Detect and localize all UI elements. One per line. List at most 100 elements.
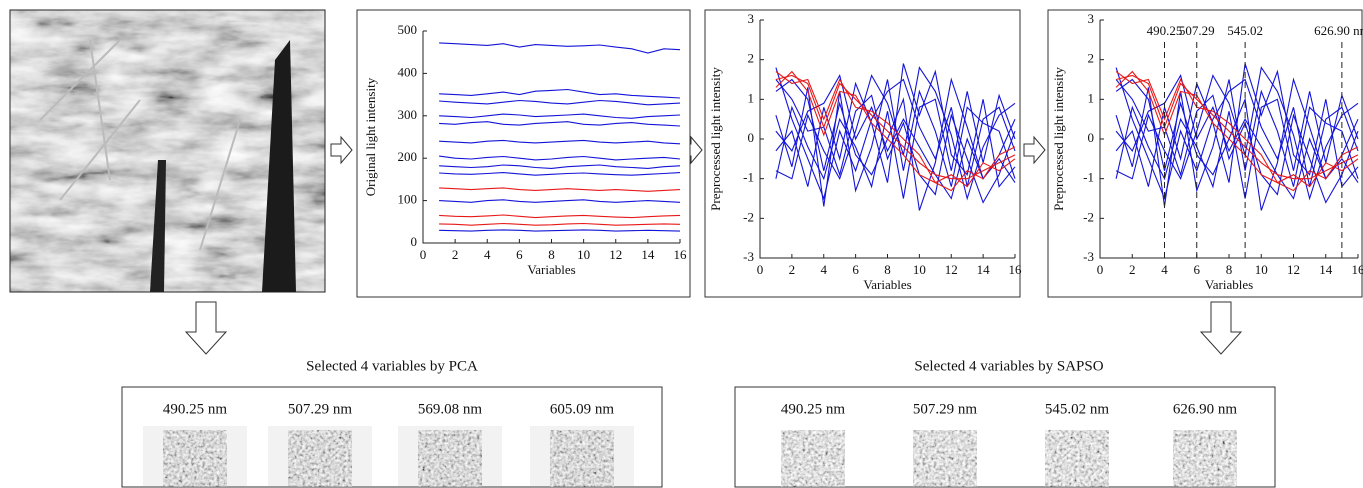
x-tick-label: 16 [1009, 262, 1023, 277]
x-tick-label: 8 [884, 262, 891, 277]
series-line [1115, 71, 1359, 188]
pca-box [121, 386, 663, 488]
band-image [1045, 430, 1109, 487]
x-tick-label: 0 [757, 262, 764, 277]
arrow [330, 135, 353, 165]
pca-title: Selected 4 variables by PCA [306, 358, 478, 374]
series-line [775, 91, 1016, 199]
x-axis-label: Variables [1205, 277, 1253, 292]
series-line [439, 172, 681, 176]
y-tick-label: 300 [398, 107, 418, 122]
x-tick-label: 10 [1255, 262, 1268, 277]
y-tick-label: -3 [743, 249, 754, 264]
band-label: 545.02 nm [1045, 401, 1110, 417]
x-tick-label: 14 [641, 247, 655, 262]
y-tick-label: 400 [398, 64, 418, 79]
y-tick-label: 1 [1088, 90, 1095, 105]
x-tick-label: 6 [516, 247, 523, 262]
panel-frame [704, 9, 1021, 298]
band-label: 490.25 nm [163, 401, 228, 417]
y-tick-label: 0 [748, 130, 755, 145]
series-line [439, 42, 681, 54]
series-line [439, 199, 681, 203]
y-tick-label: -1 [1083, 170, 1094, 185]
x-tick-label: 2 [1129, 262, 1136, 277]
y-axis-label: Original light intensity [363, 77, 378, 196]
band-label: 605.09 nm [550, 401, 615, 417]
y-axis-label: Preprocessed light intensity [1051, 67, 1066, 211]
arrow [1199, 301, 1243, 355]
y-axis-label: Preprocessed light intensity [708, 67, 723, 211]
y-tick-label: 1 [748, 90, 755, 105]
arrow [184, 301, 228, 355]
series-line [439, 214, 681, 219]
band-label: 490.25 nm [781, 401, 846, 417]
series-line [775, 79, 1016, 207]
band-image [288, 430, 352, 487]
series-line [775, 74, 1016, 200]
x-tick-label: 12 [945, 262, 958, 277]
band-label: 507.29 nm [288, 401, 353, 417]
band-label: 626.90 nm [1173, 401, 1238, 417]
x-tick-label: 2 [452, 247, 459, 262]
series-line [439, 121, 681, 127]
series-line [439, 113, 681, 119]
band-image [781, 430, 845, 487]
y-tick-label: -3 [1083, 249, 1094, 264]
band-label: 569.08 nm [418, 401, 483, 417]
x-tick-label: 4 [484, 247, 491, 262]
x-tick-label: 10 [577, 247, 590, 262]
band-image [1173, 430, 1237, 487]
series-line [439, 229, 681, 232]
x-axis-label: Variables [527, 262, 575, 277]
y-tick-label: -2 [1083, 209, 1094, 224]
y-tick-label: -1 [743, 170, 754, 185]
sapso-box [734, 386, 1276, 488]
y-tick-label: -2 [743, 209, 754, 224]
y-tick-label: 0 [411, 234, 418, 249]
band-annotation: 626.90 nm [1314, 23, 1363, 38]
band-annotation: 507.29 [1179, 23, 1215, 38]
y-tick-label: 200 [398, 149, 418, 164]
band-image [163, 430, 227, 487]
series-line [1115, 91, 1359, 199]
x-tick-label: 12 [609, 247, 622, 262]
y-tick-label: 3 [1088, 11, 1095, 26]
arrow [1023, 135, 1046, 165]
series-line [439, 139, 681, 145]
band-annotation: 490.25 [1147, 23, 1183, 38]
panel-frame [1047, 9, 1363, 298]
y-tick-label: 2 [748, 51, 755, 66]
series-line [775, 79, 1016, 204]
band-label: 507.29 nm [913, 401, 978, 417]
series-line [1115, 79, 1359, 207]
series-line [1115, 74, 1359, 200]
y-tick-label: 0 [1088, 130, 1095, 145]
x-tick-label: 0 [420, 247, 427, 262]
series-line [439, 99, 681, 106]
series-line [1115, 79, 1359, 204]
band-annotation: 545.02 [1227, 23, 1263, 38]
y-tick-label: 500 [398, 22, 418, 37]
series-line [439, 155, 681, 161]
series-line [439, 164, 681, 169]
y-tick-label: 2 [1088, 51, 1095, 66]
x-axis-label: Variables [863, 277, 911, 292]
x-tick-label: 14 [1319, 262, 1333, 277]
x-tick-label: 10 [913, 262, 926, 277]
x-tick-label: 16 [674, 247, 688, 262]
x-tick-label: 4 [821, 262, 828, 277]
x-tick-label: 0 [1097, 262, 1104, 277]
series-line [439, 187, 681, 192]
x-tick-label: 12 [1287, 262, 1300, 277]
y-tick-label: 100 [398, 192, 418, 207]
series-line [775, 71, 1016, 188]
x-tick-label: 4 [1161, 262, 1168, 277]
x-tick-label: 16 [1352, 262, 1363, 277]
band-image [550, 430, 614, 487]
x-tick-label: 14 [977, 262, 991, 277]
band-image [418, 430, 482, 487]
x-tick-label: 2 [789, 262, 796, 277]
band-image [913, 430, 977, 487]
